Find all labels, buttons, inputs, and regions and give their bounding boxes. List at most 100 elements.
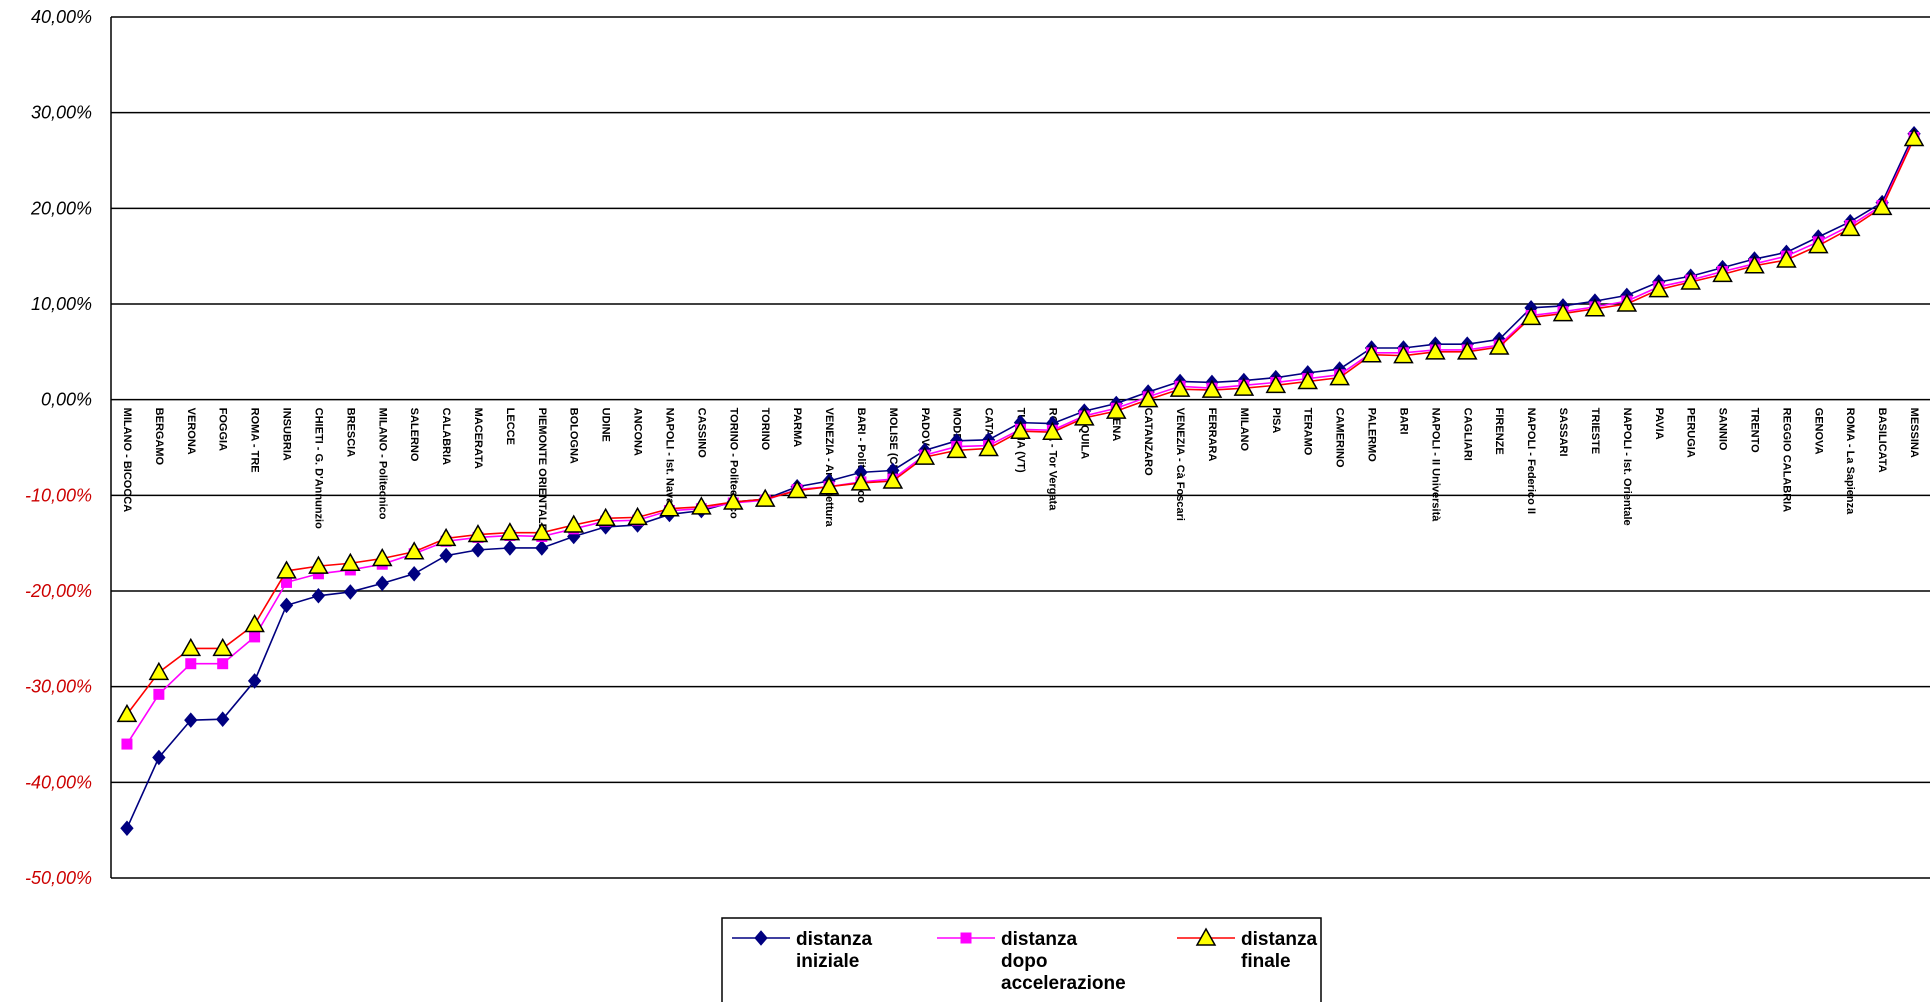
data-point	[595, 507, 616, 527]
x-category-label: VENEZIA - Cà Foscari	[1174, 408, 1186, 521]
x-category-label: FOGGIA	[217, 408, 229, 451]
data-point	[1776, 249, 1797, 268]
data-point	[116, 703, 138, 723]
data-point	[1839, 217, 1861, 237]
grid-lines	[110, 16, 1930, 879]
x-category-label: NAPOLI - Ist. Navale	[663, 408, 675, 514]
data-point	[1456, 341, 1478, 360]
data-point	[1074, 407, 1095, 426]
data-point	[1552, 303, 1574, 322]
data-point	[850, 472, 872, 491]
legend-entry: distanza iniziale	[732, 929, 872, 972]
x-category-label: TRIESTE	[1589, 408, 1601, 454]
data-point	[563, 514, 585, 533]
data-point	[343, 584, 358, 600]
x-category-label: NAPOLI - Ist. Orientale	[1621, 408, 1633, 526]
x-category-label: NAPOLI - II Università	[1429, 408, 1441, 523]
data-point	[1201, 379, 1223, 398]
y-tick-label: -30,00%	[25, 677, 92, 697]
x-category-label: PISA	[1270, 408, 1282, 434]
data-point	[1808, 235, 1829, 254]
data-point	[216, 711, 230, 727]
data-point	[1195, 927, 1217, 946]
data-point	[1329, 367, 1350, 386]
data-point	[535, 540, 549, 556]
data-point	[1712, 263, 1733, 283]
data-point	[659, 498, 680, 517]
data-point	[499, 522, 521, 541]
data-point	[1393, 345, 1414, 364]
data-point	[1520, 306, 1542, 326]
data-point	[1169, 378, 1191, 397]
y-tick-label: -50,00%	[25, 868, 92, 888]
x-category-label: MILANO - Politecnico	[376, 408, 388, 520]
data-point	[212, 637, 233, 657]
data-point	[754, 488, 776, 507]
x-category-label: BERGAMO	[153, 408, 165, 466]
data-point	[217, 658, 229, 670]
data-point	[1233, 377, 1255, 396]
data-point	[120, 820, 134, 837]
x-category-label: CALABRIA	[440, 408, 452, 465]
x-category-label: GENOVA	[1812, 408, 1824, 455]
x-category-label: MESSINA	[1908, 408, 1920, 458]
x-category-label: BARI	[1397, 408, 1409, 435]
series-distanza-finale	[116, 127, 1925, 723]
data-point	[467, 524, 489, 543]
x-category-label: PIEMONTE ORIENTALE	[536, 408, 548, 531]
data-point	[1137, 389, 1159, 408]
data-point	[960, 932, 972, 944]
data-point	[407, 566, 421, 582]
data-point	[249, 631, 261, 643]
y-tick-label: 10,00%	[31, 294, 92, 314]
data-point	[276, 560, 297, 579]
data-point	[1584, 298, 1606, 317]
series-line	[126, 133, 1915, 829]
x-category-label: ANCONA	[632, 408, 644, 456]
data-point	[435, 527, 457, 547]
data-point	[244, 613, 265, 633]
data-point	[754, 930, 768, 946]
data-point	[1903, 127, 1925, 147]
data-point	[185, 658, 197, 670]
x-category-label: VENEZIA - Architettura	[823, 408, 835, 528]
data-point	[308, 555, 329, 574]
data-point	[1010, 420, 1031, 439]
data-point	[1105, 400, 1127, 419]
data-point	[978, 437, 999, 457]
data-point	[627, 506, 648, 526]
y-tick-label: 40,00%	[31, 7, 92, 27]
y-tick-label: -40,00%	[25, 772, 92, 792]
data-point	[311, 588, 326, 604]
data-point	[914, 446, 936, 465]
x-category-label: MACERATA	[472, 408, 484, 469]
x-category-label: BASILICATA	[1876, 408, 1888, 473]
x-category-label: NAPOLI - Federico II	[1525, 408, 1537, 514]
data-point	[1042, 421, 1063, 440]
x-category-label: FERRARA	[1206, 408, 1218, 462]
x-category-label: CAMERINO	[1334, 408, 1346, 468]
data-point	[1680, 271, 1701, 290]
data-point	[121, 738, 133, 750]
data-point	[503, 540, 517, 556]
legend-label: distanza finale	[1241, 929, 1317, 972]
x-category-label: ROMA - La Sapienza	[1844, 408, 1856, 515]
data-series	[116, 125, 1925, 837]
x-category-label: PARMA	[791, 408, 803, 448]
x-category-label: CAGLIARI	[1461, 408, 1473, 461]
data-point	[1648, 279, 1670, 298]
legend-label: distanza dopo accelerazione	[1001, 929, 1126, 994]
data-point	[281, 576, 293, 588]
data-point	[439, 547, 453, 564]
x-category-label: PAVIA	[1653, 408, 1665, 440]
x-category-label: TERAMO	[1302, 408, 1314, 456]
y-tick-label: 0,00%	[41, 390, 92, 410]
x-category-label: CATANZARO	[1142, 408, 1154, 476]
data-point	[403, 541, 425, 560]
data-point	[375, 575, 389, 592]
data-point	[371, 547, 393, 567]
x-category-label: MILANO	[1238, 408, 1250, 452]
data-point	[1297, 370, 1318, 390]
data-point	[1425, 341, 1446, 360]
legend-label: distanza iniziale	[796, 929, 872, 972]
